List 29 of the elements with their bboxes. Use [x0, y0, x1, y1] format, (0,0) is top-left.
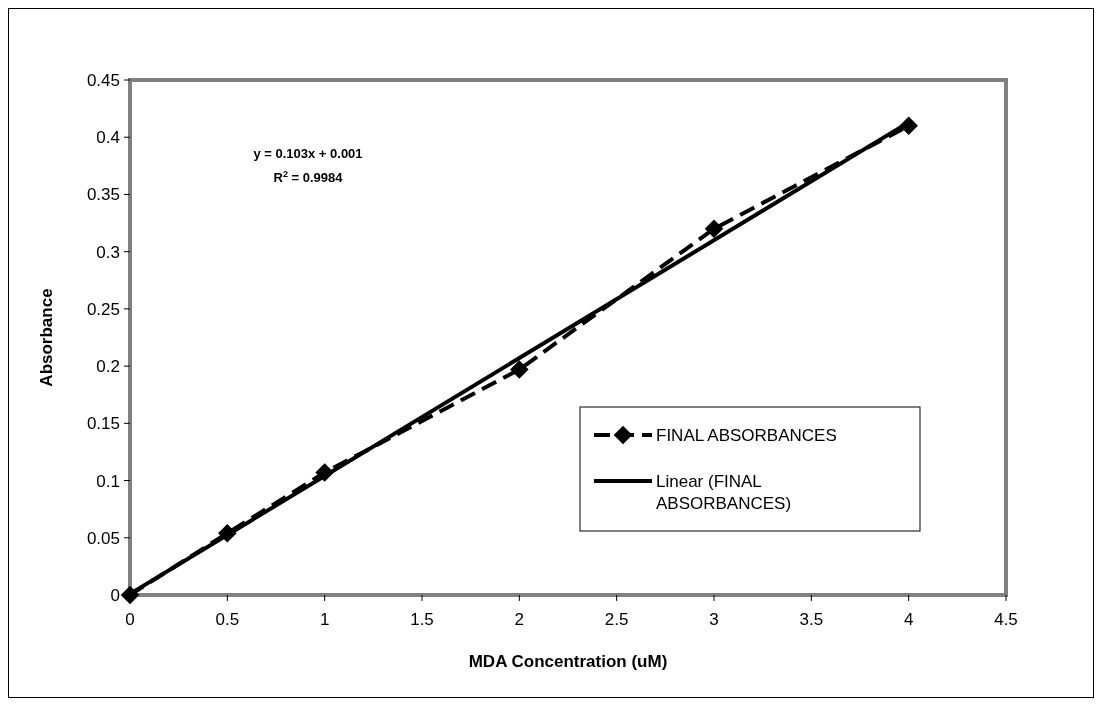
y-tick-label: 0.25	[86, 299, 120, 319]
x-tick-label: 0.5	[215, 610, 240, 629]
y-tick-label: 0	[110, 585, 120, 605]
x-tick-label: 2.5	[604, 610, 629, 629]
y-tick-label: 0.15	[86, 414, 120, 434]
annotation: R$^{2}$ = 0.9984	[273, 169, 344, 185]
point	[704, 219, 724, 239]
y-tick-label: 0.4	[96, 128, 120, 148]
y-tick-label: 0.3	[96, 242, 120, 262]
legend-label: Linear (FINAL ABSORBANCES)	[656, 472, 792, 513]
point	[510, 360, 529, 379]
y-tick-label: 0.45	[86, 70, 120, 90]
y-tick-label: 0.05	[86, 528, 120, 548]
y-tick-label: 0.1	[96, 471, 120, 491]
y-axis-title: Absorbance	[37, 288, 56, 387]
x-tick-label: 3.5	[799, 610, 824, 629]
x-tick-label: 4.5	[994, 610, 1018, 629]
y-tick-label: 0.2	[96, 357, 120, 377]
x-tick-label: 3	[709, 610, 719, 629]
point	[120, 585, 140, 605]
annotation: y = 0.103x + 0.001	[253, 146, 363, 161]
y-tick-label: 0.35	[86, 185, 120, 205]
x-axis-title: MDA Concentration (uM)	[468, 652, 668, 671]
x-tick-label: 0	[125, 610, 135, 629]
x-tick-label: 2	[514, 610, 525, 629]
x-tick-label: 1.5	[410, 610, 434, 629]
x-tick-label: 1	[319, 610, 330, 629]
x-tick-label: 4	[903, 610, 914, 629]
legend-label: FINAL ABSORBANCES	[656, 426, 837, 445]
